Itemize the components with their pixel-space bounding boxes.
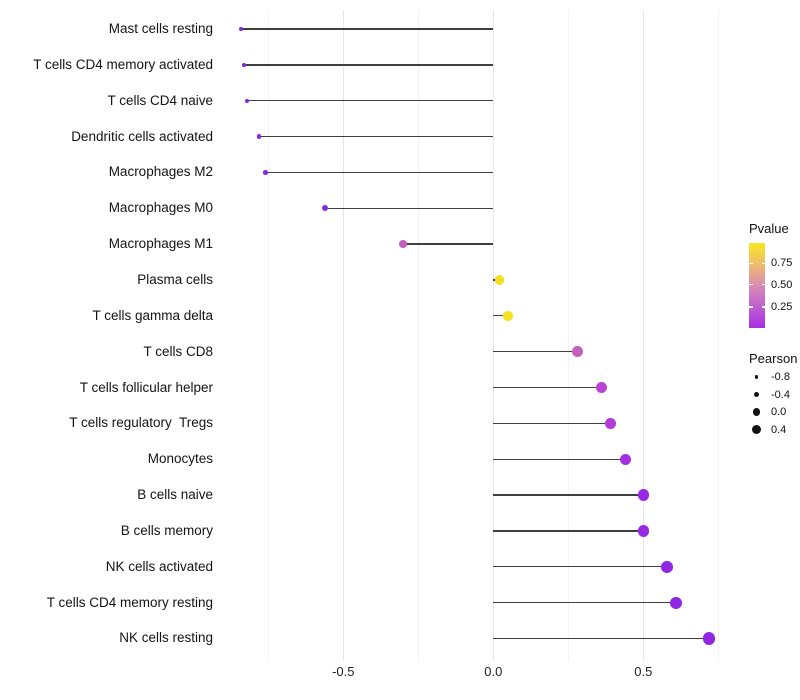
minor-gridline — [567, 10, 569, 661]
lollipop-dot — [661, 560, 674, 573]
colorbar-tick-label: 0.75 — [771, 257, 793, 270]
category-label: Mast cells resting — [108, 21, 213, 36]
lollipop-dot — [242, 62, 247, 67]
lollipop-dot — [503, 310, 514, 321]
size-legend-label: 0.0 — [771, 406, 787, 418]
category-label: Plasma cells — [137, 271, 213, 287]
x-axis-tick-label: 0.0 — [484, 664, 503, 679]
minor-gridline — [267, 10, 269, 661]
lollipop-stem — [493, 458, 626, 460]
lollipop-stem — [403, 243, 494, 245]
category-label: T cells gamma delta — [92, 307, 213, 323]
lollipop-dot — [571, 346, 583, 357]
lollipop-dot — [494, 275, 505, 285]
lollipop-stem — [493, 386, 602, 389]
lollipop-dot — [670, 596, 683, 609]
colorbar-tick-mark — [749, 283, 753, 286]
lollipop-stem — [493, 422, 611, 425]
size-legend-dot — [752, 425, 761, 434]
lollipop-dot — [245, 98, 250, 103]
lollipop-dot — [604, 417, 616, 429]
lollipop-dot — [703, 632, 716, 645]
size-legend-dot — [752, 408, 761, 416]
category-label: T cells CD8 — [143, 343, 213, 359]
category-label: T cells CD4 memory resting — [46, 594, 213, 610]
lollipop-dot — [619, 453, 631, 465]
major-gridline — [492, 10, 494, 661]
lollipop-stem — [493, 530, 644, 532]
lollipop-dot — [595, 382, 607, 393]
lollipop-dot — [322, 205, 329, 212]
category-label: Macrophages M0 — [108, 200, 213, 216]
category-label: Macrophages M2 — [108, 164, 213, 180]
minor-gridline — [717, 10, 719, 661]
x-axis-tick-label: 0.5 — [634, 664, 653, 679]
category-label: Macrophages M1 — [108, 236, 213, 252]
category-label: Monocytes — [147, 451, 213, 467]
major-gridline — [342, 10, 344, 661]
lollipop-stem — [493, 601, 677, 604]
colorbar-tick-mark — [749, 262, 753, 265]
lollipop-stem — [493, 494, 644, 496]
category-label: Dendritic cells activated — [71, 128, 213, 144]
lollipop-stem — [493, 637, 710, 640]
lollipop-stem — [265, 171, 494, 174]
lollipop-stem — [241, 28, 494, 30]
category-label: T cells CD4 naive — [107, 92, 213, 108]
major-gridline — [642, 10, 644, 661]
colorbar-tick-mark — [761, 305, 765, 308]
category-label: B cells memory — [120, 522, 213, 538]
category-label: T cells follicular helper — [79, 379, 213, 395]
category-label: NK cells activated — [105, 558, 213, 574]
lollipop-dot — [637, 489, 650, 501]
size-legend-label: 0.4 — [771, 423, 787, 436]
size-legend-label: -0.8 — [771, 371, 790, 383]
lollipop-stem — [244, 64, 494, 66]
lollipop-dot — [239, 27, 244, 31]
colorbar-tick-mark — [749, 305, 753, 308]
category-label: B cells naive — [137, 487, 213, 503]
lollipop-stem — [493, 350, 578, 353]
category-label: T cells regulatory Tregs — [69, 415, 213, 431]
colorbar-tick-label: 0.50 — [771, 278, 793, 291]
lollipop-stem — [247, 100, 494, 102]
lollipop-stem — [493, 566, 668, 568]
x-axis-tick-label: -0.5 — [332, 664, 355, 679]
colorbar-tick-label: 0.25 — [771, 300, 793, 313]
lollipop-stem — [259, 135, 494, 138]
pearson-legend-title: Pearson — [749, 351, 798, 366]
lollipop-stem — [325, 207, 494, 209]
colorbar-tick-mark — [761, 262, 765, 265]
size-legend-dot — [754, 375, 759, 379]
category-label: NK cells resting — [119, 630, 213, 646]
size-legend-label: -0.4 — [771, 388, 790, 401]
pvalue-colorbar — [749, 243, 765, 328]
lollipop-dot — [637, 525, 650, 537]
colorbar-tick-mark — [761, 283, 765, 286]
pvalue-legend-title: Pvalue — [749, 221, 789, 236]
lollipop-stem — [493, 315, 509, 317]
lollipop-dot — [257, 134, 262, 139]
lollipop-dot — [399, 240, 408, 249]
size-legend-dot — [753, 391, 760, 398]
minor-gridline — [417, 10, 419, 661]
category-label: T cells CD4 memory activated — [33, 56, 213, 72]
lollipop-dot — [263, 170, 268, 175]
